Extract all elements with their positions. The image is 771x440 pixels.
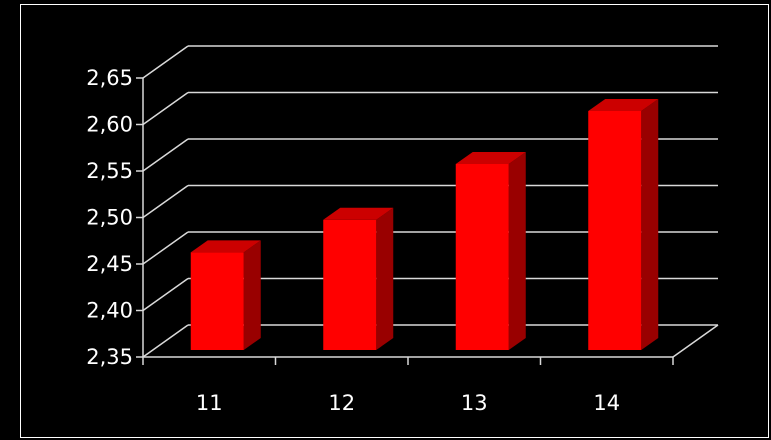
gridline-diagonal (142, 91, 189, 126)
y-tick-label: 2,50 (86, 206, 133, 230)
floor-right-edge (672, 324, 719, 358)
y-tick-label: 2,40 (86, 299, 133, 323)
bar-top (588, 98, 659, 111)
x-tick-label: 11 (196, 391, 223, 415)
bar-side (243, 240, 261, 350)
gridline-diagonal (142, 184, 189, 219)
axis-layer (136, 77, 719, 365)
y-tick-label: 2,60 (86, 113, 133, 137)
bar-layer (190, 98, 659, 351)
bar (323, 219, 377, 350)
y-tick-label: 2,45 (86, 252, 133, 276)
bar-side (508, 152, 526, 350)
bar-side (641, 98, 659, 351)
x-tick-label: 12 (328, 391, 355, 415)
bar (588, 110, 642, 351)
bar (190, 252, 244, 350)
gridline-diagonal (142, 277, 189, 312)
chart-frame (20, 4, 769, 438)
bar-top (323, 207, 394, 220)
bar-top (190, 240, 261, 253)
x-tick-label: 14 (593, 391, 620, 415)
bar-top (455, 152, 526, 164)
y-tick-label: 2,65 (86, 66, 133, 90)
gridline-diagonal (142, 138, 189, 172)
y-tick-label: 2,35 (86, 345, 133, 369)
label-layer: 2,35 2,40 2,45 2,50 2,55 2,60 2,65 11 12 13 14 (86, 66, 620, 415)
y-tick-label: 2,55 (86, 159, 133, 183)
bar-side (376, 207, 394, 350)
gridline-diagonal (142, 45, 189, 79)
x-tick-label: 13 (461, 391, 488, 415)
gridline-diagonal (142, 231, 189, 265)
gridline-diagonal (142, 324, 189, 358)
bar (455, 164, 509, 350)
